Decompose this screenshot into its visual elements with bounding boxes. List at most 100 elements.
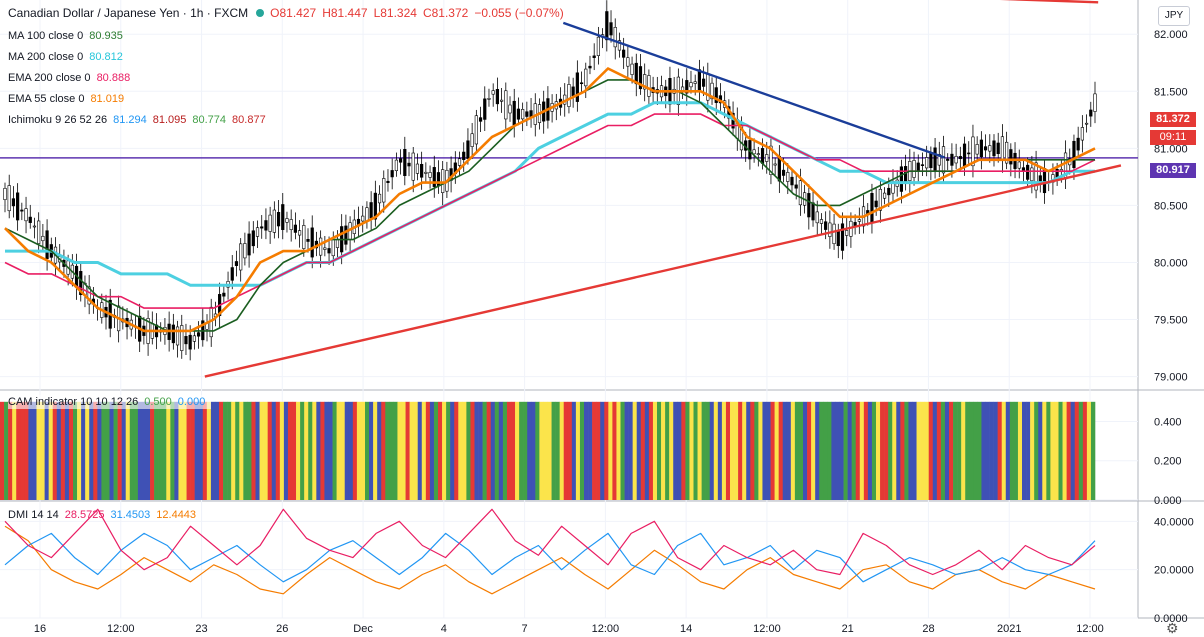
indicator-ma200[interactable]: MA 200 close 0 80.812 bbox=[8, 50, 129, 64]
candle-body bbox=[912, 160, 916, 178]
cam-bar bbox=[494, 401, 500, 500]
candle-body bbox=[41, 235, 45, 242]
symbol-title[interactable]: Canadian Dollar / Japanese Yen · 1h · FX… bbox=[8, 6, 249, 20]
cam-bar bbox=[117, 401, 122, 500]
candle-body bbox=[230, 267, 234, 281]
currency-button[interactable]: JPY bbox=[1158, 6, 1190, 26]
cam-bar bbox=[174, 401, 179, 500]
cam-bar bbox=[559, 401, 565, 500]
candle-body bbox=[714, 87, 718, 103]
candle-body bbox=[832, 223, 836, 245]
cam-bar bbox=[271, 401, 277, 500]
x-tick-label: 12:00 bbox=[107, 623, 135, 635]
candle-body bbox=[415, 163, 420, 174]
candle-body bbox=[234, 261, 239, 266]
cam-bar bbox=[478, 401, 483, 500]
candle-body bbox=[781, 169, 786, 176]
candle-body bbox=[16, 192, 20, 221]
cam-bar bbox=[486, 401, 492, 500]
cam-bar bbox=[1086, 401, 1092, 500]
y-tick-label: 79.500 bbox=[1154, 315, 1188, 327]
cam-bar bbox=[859, 401, 865, 500]
candle-body bbox=[394, 159, 398, 172]
candle-body bbox=[626, 57, 630, 67]
cam-bar bbox=[182, 401, 187, 500]
candle-body bbox=[1030, 167, 1034, 182]
cam-bar bbox=[251, 401, 256, 500]
cam-bar bbox=[206, 401, 212, 500]
dmi-legend[interactable]: DMI 14 14 28.5725 31.4503 12.4443 bbox=[8, 508, 202, 522]
cam-bar bbox=[535, 401, 540, 500]
candle-body bbox=[281, 204, 285, 230]
candle-body bbox=[243, 243, 247, 259]
candle-body bbox=[899, 166, 904, 192]
indicator-value: 0.000 bbox=[177, 396, 206, 408]
ema55-line bbox=[4, 67, 1096, 333]
cam-bar bbox=[750, 401, 755, 500]
cam-bar bbox=[68, 401, 74, 500]
cam-bar bbox=[725, 401, 731, 500]
cam-bar bbox=[657, 401, 662, 500]
cam-bar bbox=[109, 401, 114, 500]
candle-body bbox=[272, 209, 276, 233]
candle-body bbox=[596, 36, 600, 56]
cam-legend[interactable]: CAM indicator 10 10 12 26 0.500 0.000 bbox=[8, 395, 212, 409]
candle-body bbox=[268, 214, 272, 232]
candle-body bbox=[870, 193, 874, 224]
candle-body bbox=[516, 108, 521, 120]
y-tick-label: 81.500 bbox=[1154, 86, 1188, 98]
ohlc-open: O81.427 bbox=[270, 6, 317, 20]
cam-bar bbox=[77, 401, 82, 500]
cam-bar bbox=[965, 401, 970, 500]
cam-bar bbox=[308, 401, 313, 500]
indicator-label: DMI 14 14 bbox=[8, 509, 59, 521]
cam-bar bbox=[1038, 401, 1043, 500]
cam-bar bbox=[389, 401, 394, 500]
candle-body bbox=[836, 230, 840, 247]
cam-bar bbox=[770, 401, 775, 500]
cam-bar bbox=[742, 401, 747, 500]
cam-bar bbox=[365, 401, 370, 500]
indicator-ema200[interactable]: EMA 200 close 0 80.888 bbox=[8, 71, 136, 85]
candle-body bbox=[175, 326, 180, 346]
candle-body bbox=[32, 225, 37, 228]
cam-bar bbox=[356, 401, 362, 500]
indicator-ma100[interactable]: MA 100 close 0 80.935 bbox=[8, 29, 129, 43]
cam-bar bbox=[616, 401, 621, 500]
indicator-ichimoku[interactable]: Ichimoku 9 26 52 26 81.294 81.095 80.774 80.… bbox=[8, 113, 272, 127]
y-tick-label: 0.200 bbox=[1154, 456, 1182, 468]
cam-bar bbox=[721, 401, 727, 500]
candle-body bbox=[500, 99, 504, 102]
x-tick-label: 28 bbox=[922, 623, 934, 635]
candle-body bbox=[310, 227, 314, 258]
candle-body bbox=[474, 115, 478, 145]
candle-body bbox=[840, 223, 845, 251]
candle-body bbox=[1072, 140, 1076, 169]
cam-bar bbox=[803, 401, 808, 500]
candle-body bbox=[643, 74, 647, 90]
indicator-ema55[interactable]: EMA 55 close 0 81.019 bbox=[8, 92, 130, 106]
gear-icon[interactable]: ⚙ bbox=[1166, 620, 1179, 636]
candle-body bbox=[7, 185, 11, 212]
candle-body bbox=[954, 155, 958, 164]
cam-bar bbox=[466, 401, 471, 500]
candle-body bbox=[1021, 167, 1026, 172]
candle-body bbox=[638, 66, 643, 90]
candle-body bbox=[575, 72, 579, 102]
cam-bar bbox=[1062, 401, 1067, 500]
cam-bar bbox=[125, 401, 131, 500]
cam-bar bbox=[20, 401, 25, 500]
cam-bar bbox=[1078, 401, 1084, 500]
countdown-tag: 09:11 bbox=[1150, 130, 1196, 145]
candle-body bbox=[403, 149, 407, 176]
cam-bar bbox=[900, 401, 905, 500]
candle-body bbox=[512, 100, 516, 126]
candle-body bbox=[289, 219, 293, 230]
candle-body bbox=[693, 81, 697, 84]
trendline bbox=[562, 21, 945, 159]
cam-bar bbox=[571, 401, 577, 500]
cam-bar bbox=[450, 401, 455, 500]
cam-bar bbox=[628, 401, 633, 500]
indicator-value: 80.888 bbox=[96, 72, 131, 84]
cam-bar bbox=[502, 401, 508, 500]
